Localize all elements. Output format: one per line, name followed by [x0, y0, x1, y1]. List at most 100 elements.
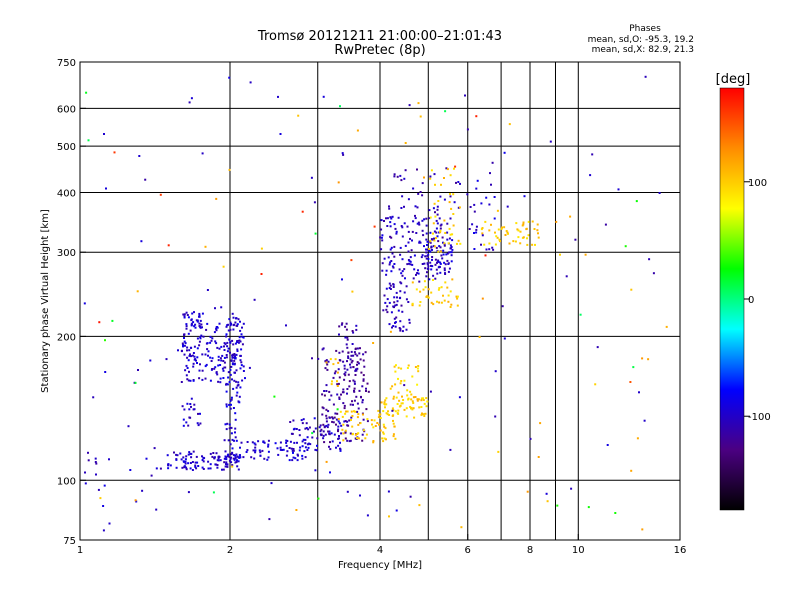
- data-point: [279, 446, 282, 449]
- data-point: [484, 254, 487, 257]
- data-point: [545, 492, 548, 495]
- data-point: [134, 381, 137, 384]
- data-point: [449, 448, 452, 451]
- data-point: [201, 466, 204, 469]
- data-point: [415, 288, 418, 291]
- data-point: [423, 218, 426, 221]
- data-point: [336, 393, 339, 396]
- data-point: [311, 357, 313, 360]
- data-point: [430, 238, 433, 241]
- data-point: [501, 226, 503, 229]
- data-point: [218, 347, 221, 350]
- data-point: [394, 321, 397, 324]
- data-point: [239, 386, 242, 389]
- data-point: [419, 241, 422, 244]
- data-point: [343, 367, 346, 370]
- data-point: [390, 270, 393, 273]
- data-point: [418, 304, 421, 307]
- data-point: [446, 168, 449, 171]
- data-point: [422, 288, 425, 291]
- data-point: [406, 394, 409, 397]
- data-point: [325, 390, 328, 392]
- data-point: [380, 401, 383, 404]
- data-point: [350, 354, 353, 357]
- data-point: [403, 177, 406, 180]
- data-point: [182, 424, 185, 427]
- data-point: [398, 399, 401, 402]
- data-point: [383, 437, 386, 440]
- data-point: [350, 410, 353, 413]
- data-point: [209, 463, 212, 466]
- data-point: [356, 347, 359, 350]
- data-point: [354, 369, 357, 372]
- data-point: [341, 415, 344, 418]
- data-point: [229, 407, 232, 410]
- data-point: [413, 268, 416, 271]
- data-point: [362, 429, 365, 432]
- data-point: [427, 288, 430, 291]
- data-point: [392, 283, 395, 286]
- data-point: [522, 221, 525, 224]
- data-point: [529, 437, 532, 440]
- data-point: [430, 169, 433, 172]
- data-point: [641, 357, 644, 360]
- data-point: [380, 219, 383, 222]
- data-point: [206, 322, 209, 325]
- data-point: [432, 303, 435, 306]
- data-point: [323, 426, 326, 429]
- data-point: [448, 201, 451, 204]
- data-point: [441, 257, 444, 260]
- data-point: [187, 332, 190, 335]
- data-point: [187, 462, 190, 465]
- data-point: [523, 195, 526, 198]
- data-point: [387, 410, 389, 413]
- data-point: [460, 526, 463, 529]
- data-point: [234, 418, 237, 421]
- data-point: [232, 454, 235, 457]
- data-point: [493, 196, 496, 198]
- data-point: [344, 371, 347, 374]
- data-point: [445, 167, 448, 170]
- gridlines: [80, 62, 680, 540]
- data-point: [376, 422, 379, 424]
- data-point: [354, 374, 357, 376]
- data-point: [448, 251, 450, 254]
- data-point: [442, 253, 445, 256]
- data-point: [408, 321, 411, 324]
- data-point: [192, 362, 195, 365]
- data-point: [384, 438, 387, 441]
- data-point: [344, 429, 347, 432]
- data-point: [267, 443, 270, 446]
- data-point: [624, 245, 627, 248]
- data-point: [231, 464, 234, 467]
- data-point: [194, 358, 197, 361]
- data-point: [425, 257, 428, 260]
- data-point: [406, 367, 409, 369]
- data-point: [386, 311, 389, 314]
- data-point: [202, 468, 205, 470]
- data-point: [338, 435, 340, 437]
- data-point: [398, 405, 401, 408]
- data-point: [328, 416, 331, 419]
- data-point: [533, 228, 536, 230]
- data-point: [591, 153, 594, 156]
- data-point: [436, 208, 439, 211]
- data-point: [424, 412, 427, 415]
- data-point: [485, 248, 488, 251]
- data-point: [234, 427, 237, 430]
- data-point: [325, 361, 328, 364]
- data-point: [207, 354, 209, 357]
- data-point: [534, 243, 536, 246]
- data-point: [191, 461, 194, 463]
- data-point: [223, 361, 226, 364]
- data-point: [423, 245, 425, 248]
- data-point: [129, 469, 132, 471]
- data-point: [425, 295, 428, 298]
- data-point: [379, 417, 382, 419]
- data-point: [362, 418, 365, 421]
- data-point: [236, 465, 239, 468]
- data-point: [337, 430, 339, 433]
- data-point: [223, 356, 226, 359]
- data-point: [232, 407, 235, 409]
- data-point: [340, 432, 343, 435]
